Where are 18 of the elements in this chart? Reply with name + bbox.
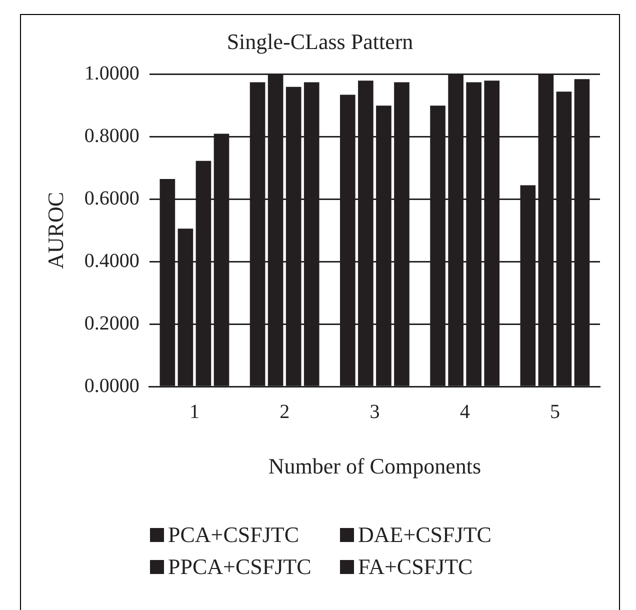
x-tick-label: 3: [370, 400, 380, 423]
y-tick-label: 0.0000: [84, 374, 140, 397]
x-tick-label: 1: [189, 400, 200, 423]
y-tick-label: 1.0000: [84, 62, 140, 85]
x-tick-label: 5: [550, 400, 560, 423]
y-tick-label: 0.8000: [84, 125, 140, 148]
x-tick-label: 2: [280, 400, 290, 423]
chart-title: Single-CLass Pattern: [226, 28, 414, 54]
y-tick-label: 0.2000: [84, 312, 140, 334]
legend-label: PPCA+CSFJTC: [168, 554, 312, 580]
legend-label: FA+CSFJTC: [358, 554, 473, 580]
y-tick-label: 0.6000: [84, 188, 140, 210]
x-axis-title: Number of Components: [268, 454, 482, 479]
x-tick-label: 4: [460, 400, 470, 423]
y-axis-title: AUROC: [42, 192, 68, 270]
y-tick-label: 0.4000: [84, 250, 140, 272]
legend-label: PCA+CSFJTC: [168, 522, 300, 548]
legend-label: DAE+CSFJTC: [358, 522, 492, 548]
